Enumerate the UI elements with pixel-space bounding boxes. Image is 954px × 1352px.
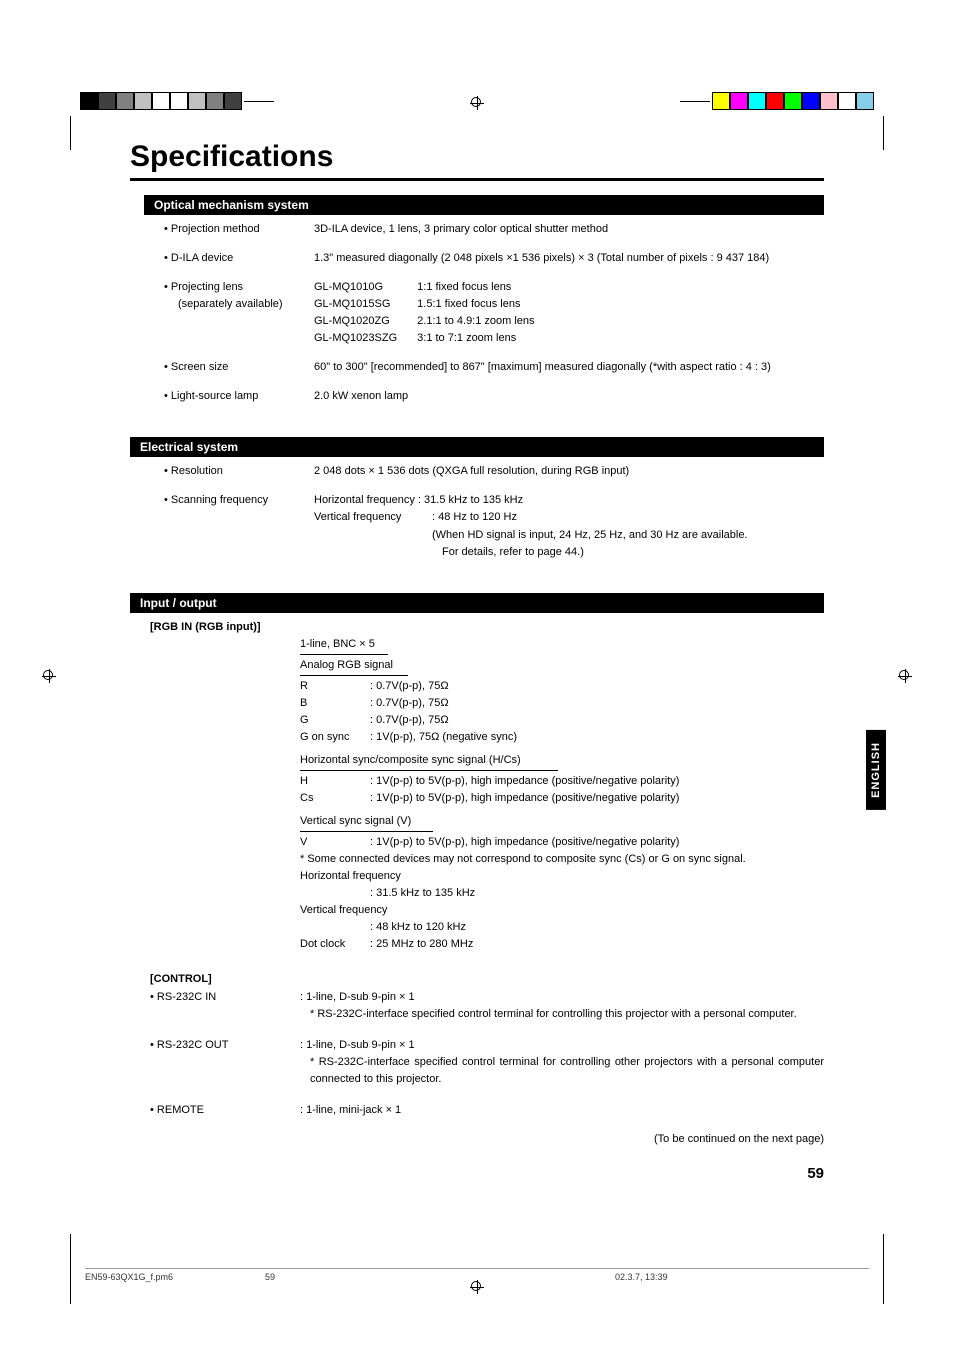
spec-value: 3D-ILA device, 1 lens, 3 primary color o… (314, 221, 824, 238)
crop-line (70, 1234, 71, 1304)
spec-value: 2 048 dots × 1 536 dots (QXGA full resol… (314, 463, 824, 480)
spec-label: • Resolution (164, 463, 314, 480)
crop-line (883, 1234, 884, 1304)
spec-value: 60" to 300" [recommended] to 867" [maxim… (314, 359, 824, 376)
section-optical-header: Optical mechanism system (144, 195, 824, 215)
registration-mark-bottom (470, 1280, 484, 1294)
spec-projecting-lens: • Projecting lens (separately available)… (164, 279, 824, 347)
crop-line (70, 116, 71, 150)
language-tab: ENGLISH (866, 730, 886, 810)
spec-label: • Screen size (164, 359, 314, 376)
spec-resolution: • Resolution 2 048 dots × 1 536 dots (QX… (164, 463, 824, 480)
footer-page: 59 (265, 1272, 615, 1282)
footer-filename: EN59-63QX1G_f.pm6 (85, 1272, 265, 1282)
spec-rs232c-in: • RS-232C IN : 1-line, D-sub 9-pin × 1 *… (150, 989, 824, 1023)
printer-colorbar-left (80, 92, 274, 110)
spec-dila-device: • D-ILA device 1.3" measured diagonally … (164, 250, 824, 267)
registration-mark-top (470, 96, 484, 110)
spec-value: Horizontal frequency : 31.5 kHz to 135 k… (314, 492, 824, 560)
continued-text: (To be continued on the next page) (130, 1133, 824, 1145)
page-number: 59 (130, 1165, 824, 1182)
spec-label: • Light-source lamp (164, 388, 314, 405)
spec-label: • Scanning frequency (164, 492, 314, 560)
page-title: Specifications (130, 140, 824, 181)
registration-mark-left (42, 669, 56, 683)
spec-value: GL-MQ1010G GL-MQ1015SG GL-MQ1020ZG GL-MQ… (314, 279, 824, 347)
spec-value: 1.3" measured diagonally (2 048 pixels ×… (314, 250, 824, 267)
spec-lamp: • Light-source lamp 2.0 kW xenon lamp (164, 388, 824, 405)
spec-label: • Projection method (164, 221, 314, 238)
section-io-header: Input / output (130, 593, 824, 613)
spec-projection-method: • Projection method 3D-ILA device, 1 len… (164, 221, 824, 238)
footer-date: 02.3.7, 13:39 (615, 1272, 668, 1282)
print-footer: EN59-63QX1G_f.pm6 59 02.3.7, 13:39 (85, 1268, 869, 1282)
spec-rs232c-out: • RS-232C OUT : 1-line, D-sub 9-pin × 1 … (150, 1037, 824, 1088)
crop-line (883, 116, 884, 150)
rgb-in-title: [RGB IN (RGB input)] (150, 619, 824, 636)
printer-colorbar-right (680, 92, 874, 110)
spec-label: • Projecting lens (separately available) (164, 279, 314, 347)
spec-label: • D-ILA device (164, 250, 314, 267)
spec-value: 2.0 kW xenon lamp (314, 388, 824, 405)
page-content: Specifications Optical mechanism system … (0, 0, 954, 1262)
spec-screen-size: • Screen size 60" to 300" [recommended] … (164, 359, 824, 376)
registration-mark-right (898, 669, 912, 683)
rgb-in-body: 1-line, BNC × 5 Analog RGB signal R: 0.7… (300, 636, 824, 954)
section-electrical-header: Electrical system (130, 437, 824, 457)
spec-scanning: • Scanning frequency Horizontal frequenc… (164, 492, 824, 560)
control-title: [CONTROL] (150, 971, 824, 988)
spec-remote: • REMOTE : 1-line, mini-jack × 1 (150, 1102, 824, 1119)
